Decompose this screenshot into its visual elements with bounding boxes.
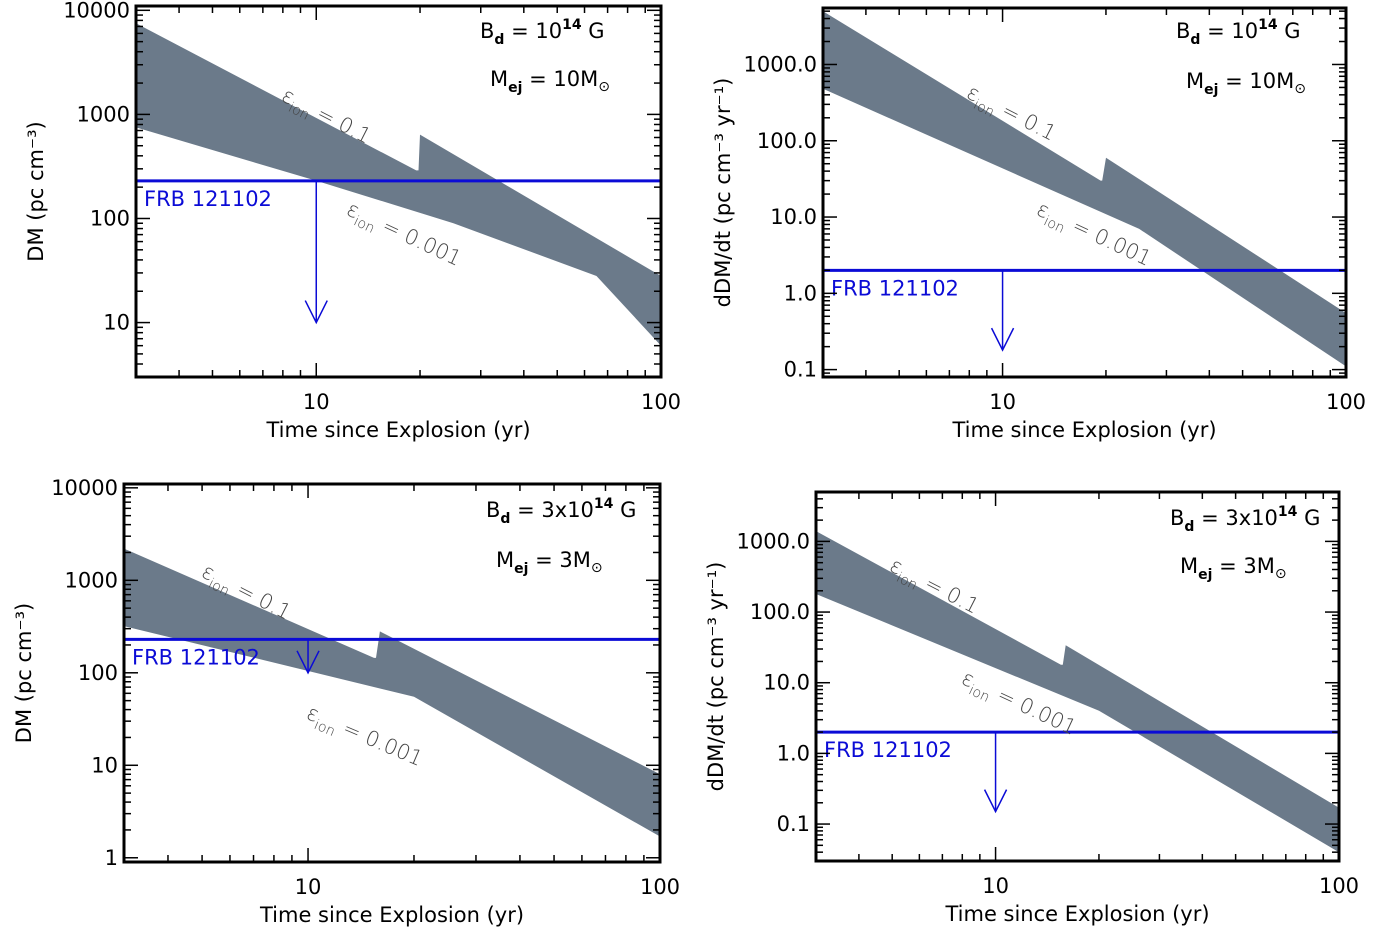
y-tick-label: 100.0 (757, 129, 817, 153)
y-tick-label: 1000.0 (744, 52, 817, 76)
ionization-band (136, 23, 661, 346)
x-tick-label: 10 (303, 390, 330, 414)
y-tick-label: 10 (103, 311, 130, 335)
y-tick-label: 10.0 (770, 205, 817, 229)
frb-arrow-head (990, 327, 1015, 352)
magnetic-field-annotation: Bd = 1014 G (480, 17, 605, 48)
y-tick-label: 10.0 (763, 671, 810, 695)
x-tick-label: 100 (641, 390, 681, 414)
magnetic-field-annotation: Bd = 3x1014 G (486, 496, 636, 527)
panel-1: FRB 121102 10 100 10 100 1000 10000 Time since … (24, 0, 681, 442)
y-tick-label: 100 (78, 661, 118, 685)
y-tick-label: 1.0 (777, 741, 810, 765)
y-tick-label: 0.1 (784, 358, 817, 382)
y-tick-label: 1000 (77, 102, 130, 126)
plot-frame (122, 482, 662, 864)
band-label-low: εion = 0.001 (301, 701, 426, 776)
y-tick-label: 0.1 (777, 812, 810, 836)
ionization-band (823, 11, 1346, 367)
frb-arrow-head (296, 650, 320, 675)
panel-2: FRB 121102 10 100 0.1 1.0 10.0 100.0 1000.0 Time… (711, 6, 1366, 442)
ejecta-mass-annotation: Mej = 3M⊙ (496, 548, 603, 577)
ionization-band (124, 548, 660, 837)
y-tick-label: 1.0 (784, 281, 817, 305)
panel-4: FRB 121102 10 100 0.1 1.0 10.0 100.0 1000.0 Time… (704, 490, 1359, 926)
plot-frame (821, 6, 1348, 379)
frb-arrow-head (983, 789, 1008, 814)
ejecta-mass-annotation: Mej = 10M⊙ (1186, 69, 1306, 98)
frb-arrow-head (304, 300, 328, 325)
magnetic-field-annotation: Bd = 3x1014 G (1170, 504, 1320, 535)
frb-label: FRB 121102 (824, 738, 952, 762)
ionization-band (816, 531, 1339, 853)
y-tick-label: 10 (91, 753, 118, 777)
x-tick-label: 100 (1326, 390, 1366, 414)
x-tick-label: 10 (295, 875, 322, 899)
y-tick-label: 10000 (63, 0, 130, 22)
panel-3: FRB 121102 10 100 1 10 100 1000 10000 Time since… (12, 476, 680, 927)
frb-label: FRB 121102 (144, 187, 272, 211)
y-axis-title: dDM/dt (pc cm⁻³ yr⁻¹) (711, 78, 735, 308)
x-axis-title: Time since Explosion (yr) (951, 418, 1216, 442)
x-axis-title: Time since Explosion (yr) (259, 903, 524, 927)
y-tick-label: 10000 (51, 476, 118, 500)
ejecta-mass-annotation: Mej = 3M⊙ (1180, 554, 1287, 583)
x-tick-label: 100 (640, 875, 680, 899)
frb-label: FRB 121102 (132, 645, 260, 669)
x-tick-label: 10 (982, 874, 1009, 898)
x-axis-title: Time since Explosion (yr) (265, 418, 530, 442)
ejecta-mass-annotation: Mej = 10M⊙ (490, 67, 610, 96)
plot-frame (134, 4, 663, 379)
magnetic-field-annotation: Bd = 1014 G (1176, 17, 1301, 48)
y-axis-title: DM (pc cm⁻³) (12, 603, 36, 743)
y-tick-label: 1 (105, 846, 118, 870)
frb-label: FRB 121102 (831, 276, 959, 300)
y-tick-label: 1000 (65, 568, 118, 592)
x-tick-label: 100 (1319, 874, 1359, 898)
y-tick-label: 100.0 (750, 600, 810, 624)
x-axis-title: Time since Explosion (yr) (944, 902, 1209, 926)
y-tick-label: 1000.0 (737, 529, 810, 553)
x-tick-label: 10 (989, 390, 1016, 414)
y-axis-title: DM (pc cm⁻³) (24, 121, 48, 261)
y-axis-title: dDM/dt (pc cm⁻³ yr⁻¹) (704, 562, 728, 792)
y-tick-label: 100 (90, 206, 130, 230)
plot-frame (814, 490, 1341, 863)
